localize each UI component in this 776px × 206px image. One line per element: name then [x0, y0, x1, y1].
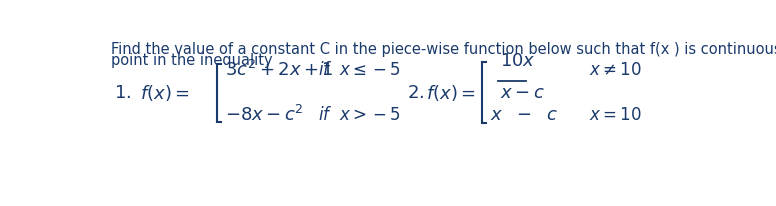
Text: $\it{if}\ \ x > -5$: $\it{if}\ \ x > -5$	[318, 105, 401, 123]
Text: $2.$: $2.$	[407, 84, 424, 102]
Text: $x\ \ -\ \ c$: $x\ \ -\ \ c$	[490, 105, 558, 123]
Text: $x-c$: $x-c$	[500, 84, 545, 102]
Text: $x \neq 10$: $x \neq 10$	[589, 61, 642, 79]
Text: $f(x)=$: $f(x)=$	[426, 83, 476, 103]
Text: $10x$: $10x$	[500, 52, 535, 70]
Text: $3c^2+2x+1$: $3c^2+2x+1$	[225, 60, 334, 80]
Text: $1.$: $1.$	[114, 84, 131, 102]
Text: $\it{if}\ \ x \leq -5$: $\it{if}\ \ x \leq -5$	[318, 61, 401, 79]
Text: Find the value of a constant C in the piece-wise function below such that f(x ) : Find the value of a constant C in the pi…	[111, 42, 776, 56]
Text: $f(x)=$: $f(x)=$	[140, 83, 189, 103]
Text: point in the inequality: point in the inequality	[111, 53, 272, 68]
Text: $x = 10$: $x = 10$	[589, 105, 642, 123]
Text: $-8x-c^2$: $-8x-c^2$	[225, 104, 303, 124]
